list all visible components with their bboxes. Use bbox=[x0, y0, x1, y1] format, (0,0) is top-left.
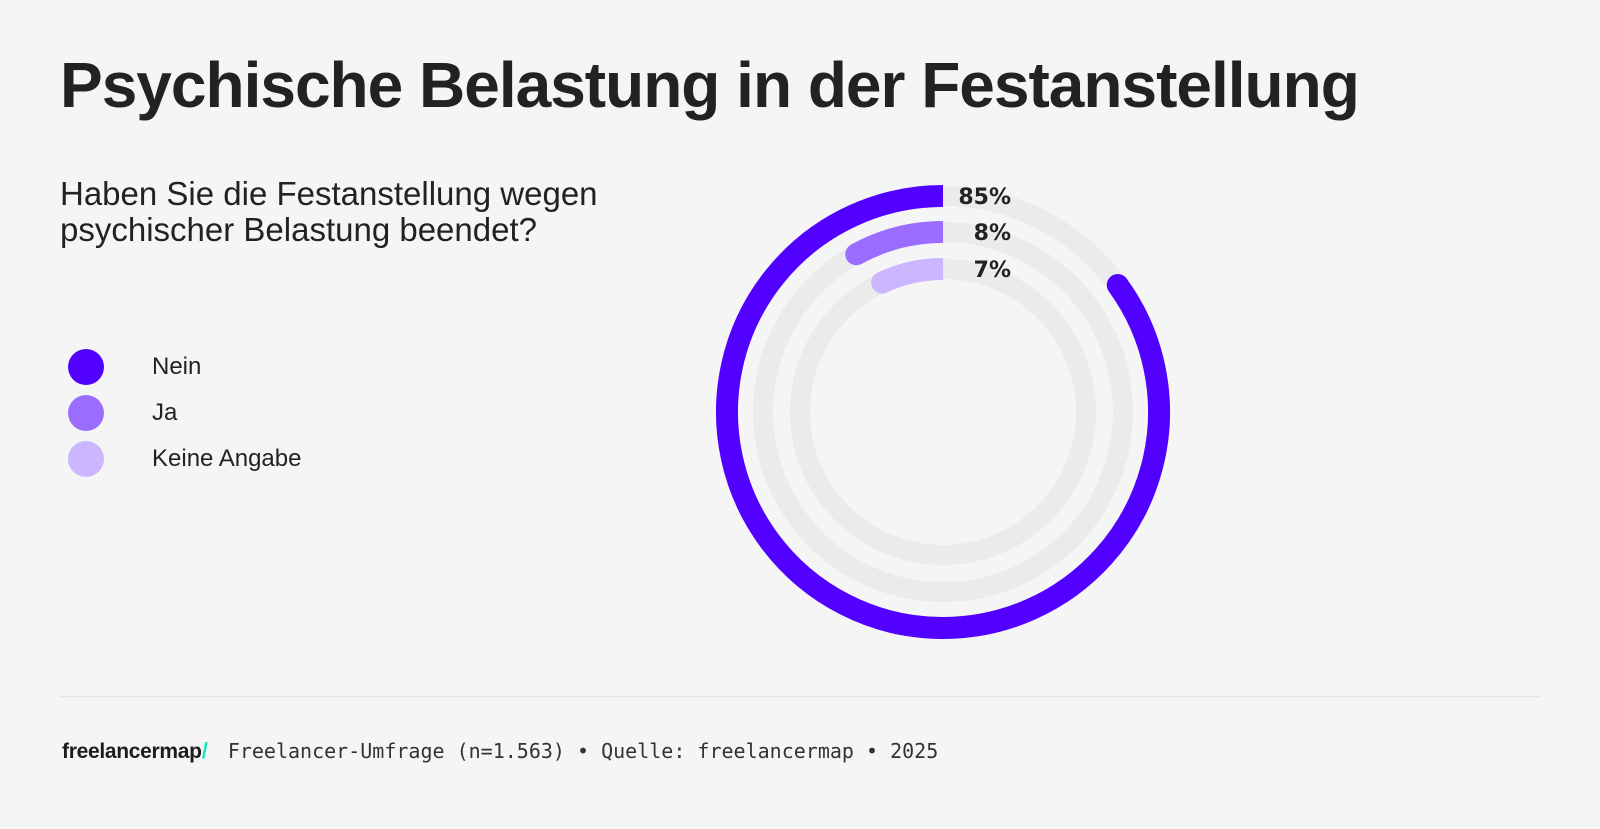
legend-item-ja: Ja bbox=[68, 390, 301, 436]
footer-divider bbox=[60, 696, 1540, 697]
legend-item-nein: Nein bbox=[68, 344, 301, 390]
chart-title: Psychische Belastung in der Festanstellu… bbox=[60, 49, 1360, 121]
chart-subtitle: Haben Sie die Festanstellung wegen psych… bbox=[60, 175, 598, 248]
source-note: Freelancer-Umfrage (n=1.563) • Quelle: f… bbox=[227, 739, 939, 763]
legend: Nein Ja Keine Angabe bbox=[68, 344, 301, 482]
legend-label: Keine Angabe bbox=[152, 445, 302, 472]
brand-logo: freelancermap bbox=[62, 740, 202, 763]
value-label-keine-angabe: 7% bbox=[974, 258, 1011, 283]
legend-item-keine-angabe: Keine Angabe bbox=[68, 436, 301, 482]
ring-bar-nein bbox=[716, 185, 1170, 639]
footer: freelancermap / Freelancer-Umfrage (n=1.… bbox=[62, 738, 938, 764]
legend-swatch-nein bbox=[68, 349, 104, 385]
ring-bar-ja bbox=[850, 221, 944, 265]
legend-label: Nein bbox=[152, 353, 202, 380]
legend-swatch-keine-angabe bbox=[68, 441, 104, 477]
legend-label: Ja bbox=[152, 399, 178, 426]
ring-bar-cap-ja bbox=[845, 243, 868, 266]
legend-swatch-ja bbox=[68, 395, 104, 431]
ring-track-keine-angabe bbox=[790, 259, 1096, 565]
ring-bar-cap-keine-angabe bbox=[871, 271, 894, 294]
brand-slash-icon: / bbox=[201, 738, 208, 763]
ring-track-ja bbox=[753, 222, 1133, 602]
value-label-ja: 8% bbox=[974, 221, 1011, 246]
ring-bar-cap-nein bbox=[1106, 274, 1129, 297]
value-label-nein: 85% bbox=[958, 185, 1011, 210]
